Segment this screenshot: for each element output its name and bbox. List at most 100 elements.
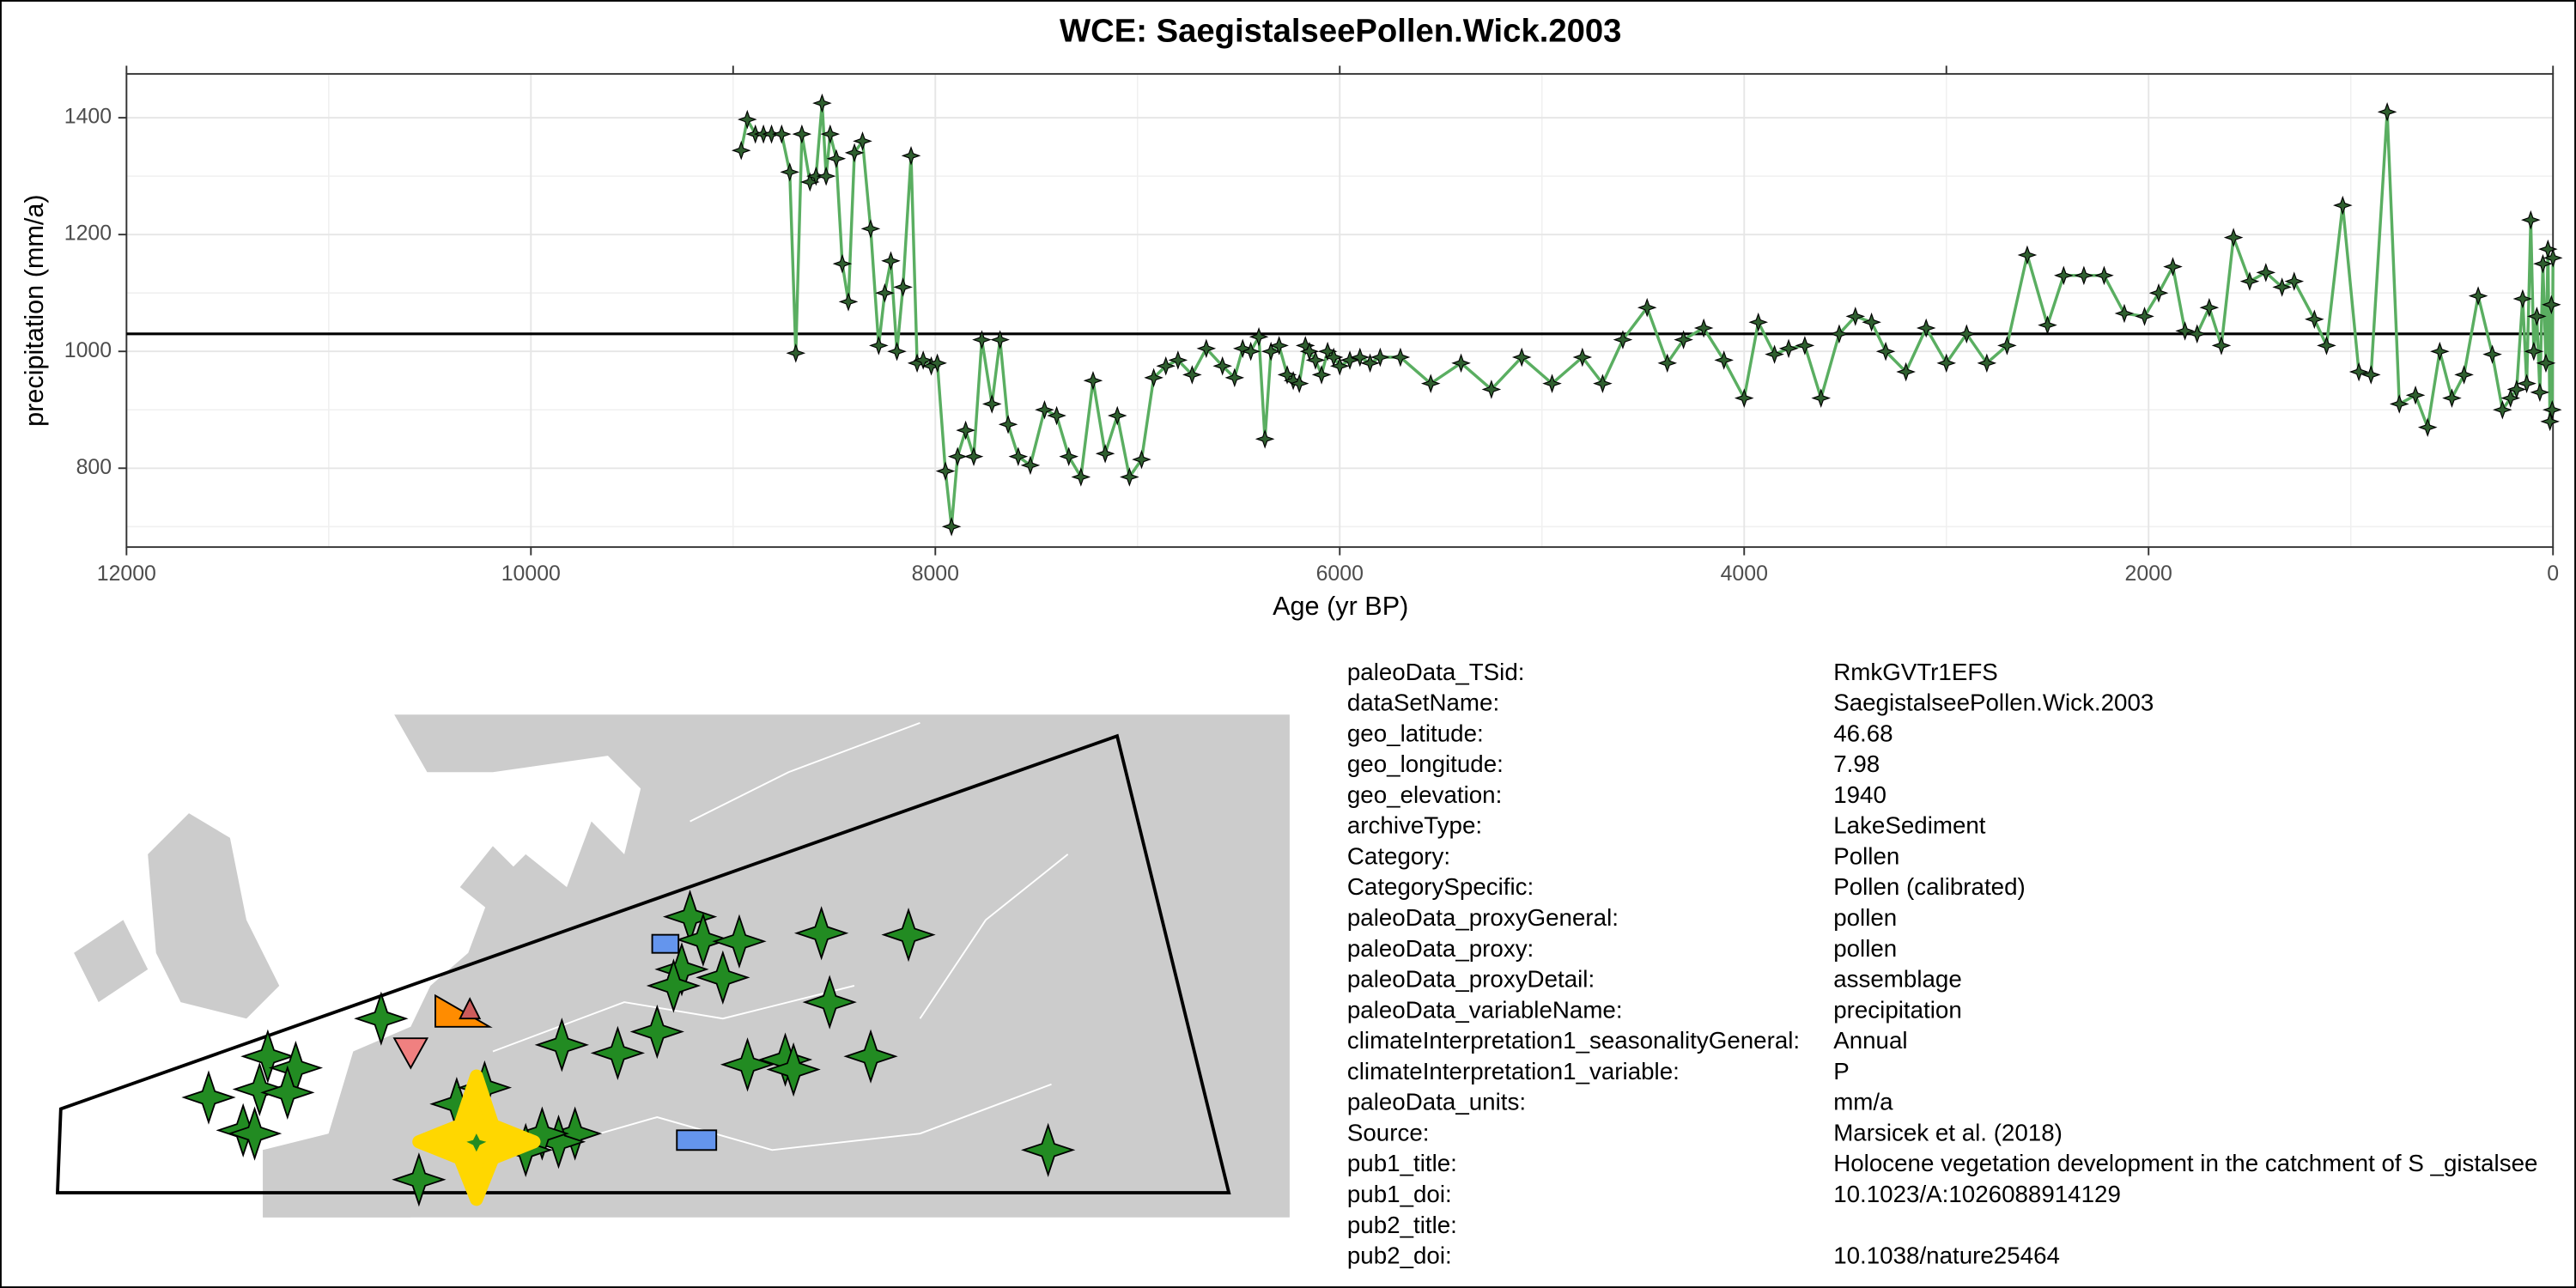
meta-value: RmkGVTr1EFS bbox=[1833, 659, 1998, 685]
data-point bbox=[1095, 443, 1115, 464]
meta-value: 7.98 bbox=[1833, 750, 1880, 777]
metadata-table: paleoData_TSid: RmkGVTr1EFS dataSetName: Sa… bbox=[1347, 659, 2538, 1269]
meta-key: pub1_title: bbox=[1347, 1150, 1457, 1176]
site-square bbox=[676, 1129, 718, 1151]
chart-title: WCE: SaegistalseePollen.Wick.2003 bbox=[1060, 12, 1621, 49]
land bbox=[74, 920, 149, 1003]
data-point bbox=[881, 251, 901, 271]
border bbox=[492, 721, 1069, 1151]
data-point bbox=[1481, 380, 1502, 399]
data-point bbox=[1071, 467, 1091, 487]
data-point bbox=[2543, 248, 2563, 268]
land bbox=[263, 1133, 428, 1218]
x-tick-label: 0 bbox=[2547, 562, 2559, 586]
data-point bbox=[1829, 324, 1850, 344]
x-tick-label: 8000 bbox=[912, 562, 959, 586]
y-tick-label: 1400 bbox=[64, 105, 112, 129]
data-point bbox=[1035, 399, 1054, 420]
data-point bbox=[913, 350, 933, 370]
data-point bbox=[860, 219, 881, 239]
meta-key: Category: bbox=[1347, 842, 1450, 869]
target-site-center bbox=[466, 1133, 487, 1152]
data-point bbox=[2332, 195, 2353, 216]
data-point bbox=[2284, 271, 2305, 291]
data-point bbox=[1329, 355, 1350, 376]
data-point bbox=[2211, 336, 2232, 355]
data-point bbox=[844, 143, 865, 163]
meta-value: Pollen bbox=[1833, 842, 1899, 869]
data-point bbox=[875, 283, 895, 303]
data-point bbox=[887, 341, 907, 361]
meta-key: pub2_title: bbox=[1347, 1212, 1457, 1238]
data-point bbox=[1613, 330, 1633, 349]
data-point bbox=[2148, 283, 2169, 303]
data-point bbox=[2272, 277, 2292, 297]
meta-value: Annual bbox=[1833, 1027, 1907, 1054]
meta-key: paleoData_proxyGeneral: bbox=[1347, 904, 1619, 931]
meta-key: paleoData_proxy: bbox=[1347, 935, 1534, 962]
data-point bbox=[1168, 350, 1188, 370]
data-point bbox=[1289, 374, 1309, 393]
data-point bbox=[832, 253, 853, 274]
data-point bbox=[2530, 382, 2550, 403]
data-point bbox=[1182, 365, 1202, 385]
data-point bbox=[1845, 307, 1866, 326]
data-point bbox=[2493, 399, 2512, 420]
data-point bbox=[1340, 350, 1360, 370]
data-point bbox=[981, 394, 1002, 414]
data-point bbox=[2187, 324, 2208, 344]
data-point bbox=[972, 330, 992, 349]
data-point bbox=[1451, 353, 1471, 374]
data-point bbox=[806, 166, 826, 186]
region-outline bbox=[55, 733, 1231, 1194]
meta-value: 10.1023/A:1026088914129 bbox=[1833, 1181, 2121, 1207]
data-point bbox=[816, 166, 836, 186]
data-point bbox=[838, 292, 859, 312]
data-point bbox=[1862, 312, 1881, 332]
data-point bbox=[2533, 253, 2553, 274]
data-point bbox=[1778, 338, 1799, 359]
data-point bbox=[2135, 307, 2154, 326]
data-point bbox=[2417, 417, 2438, 437]
data-point bbox=[2506, 380, 2527, 399]
data-point bbox=[927, 353, 947, 374]
meta-value: precipitation bbox=[1833, 996, 1962, 1023]
data-point bbox=[1277, 365, 1297, 385]
x-tick-label: 4000 bbox=[1721, 562, 1768, 586]
x-tick-label: 2000 bbox=[2125, 562, 2172, 586]
data-point bbox=[1390, 347, 1411, 368]
data-point bbox=[2517, 374, 2537, 393]
data-point bbox=[2114, 303, 2135, 324]
plot-area: 12000 10000 8000 6000 4000 2000 0 800 1000 1200 14… bbox=[64, 65, 2563, 586]
data-point bbox=[1047, 405, 1066, 426]
data-point bbox=[2239, 271, 2260, 291]
data-point bbox=[1811, 388, 1832, 408]
meta-value: 1940 bbox=[1833, 781, 1886, 808]
data-point bbox=[1083, 370, 1103, 391]
data-point bbox=[1572, 347, 1593, 368]
data-point bbox=[1795, 336, 1815, 355]
data-point bbox=[812, 93, 832, 113]
data-point bbox=[2348, 361, 2369, 382]
data-point bbox=[1593, 374, 1613, 393]
meta-key: geo_elevation: bbox=[1347, 781, 1502, 808]
x-tick-label: 10000 bbox=[501, 562, 561, 586]
data-point bbox=[2442, 388, 2462, 408]
data-point bbox=[1511, 347, 1532, 368]
data-point bbox=[792, 124, 812, 144]
data-point bbox=[2175, 321, 2195, 341]
data-point bbox=[1370, 347, 1390, 368]
data-point bbox=[1748, 312, 1769, 332]
data-point bbox=[1305, 350, 1326, 370]
data-point bbox=[2377, 102, 2397, 122]
data-point bbox=[1020, 455, 1041, 476]
data-point bbox=[869, 336, 889, 355]
data-point bbox=[1977, 353, 1997, 374]
site-square bbox=[651, 933, 680, 954]
data-point bbox=[786, 343, 806, 363]
data-point bbox=[901, 146, 921, 166]
data-point bbox=[990, 330, 1010, 349]
site-triangle bbox=[392, 1037, 429, 1070]
data-point bbox=[1765, 344, 1784, 364]
data-point bbox=[1420, 374, 1441, 393]
